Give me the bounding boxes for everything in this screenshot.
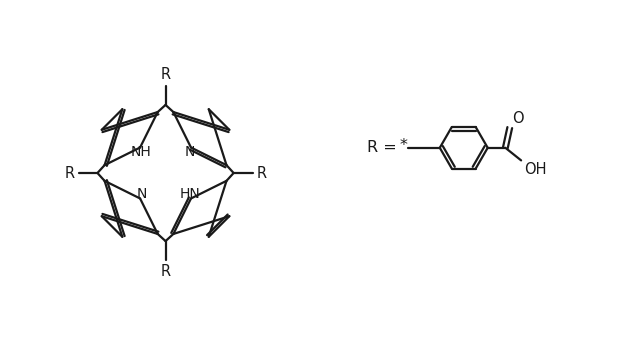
Text: NH: NH	[131, 145, 152, 159]
Text: O: O	[512, 111, 524, 126]
Text: OH: OH	[524, 162, 546, 177]
Text: R =: R =	[367, 140, 397, 155]
Text: R: R	[257, 165, 266, 181]
Text: R: R	[161, 67, 171, 82]
Text: N: N	[184, 145, 195, 159]
Text: *: *	[399, 138, 407, 153]
Text: R: R	[65, 165, 75, 181]
Text: HN: HN	[179, 187, 200, 201]
Text: R: R	[161, 264, 171, 279]
Text: N: N	[136, 187, 147, 201]
